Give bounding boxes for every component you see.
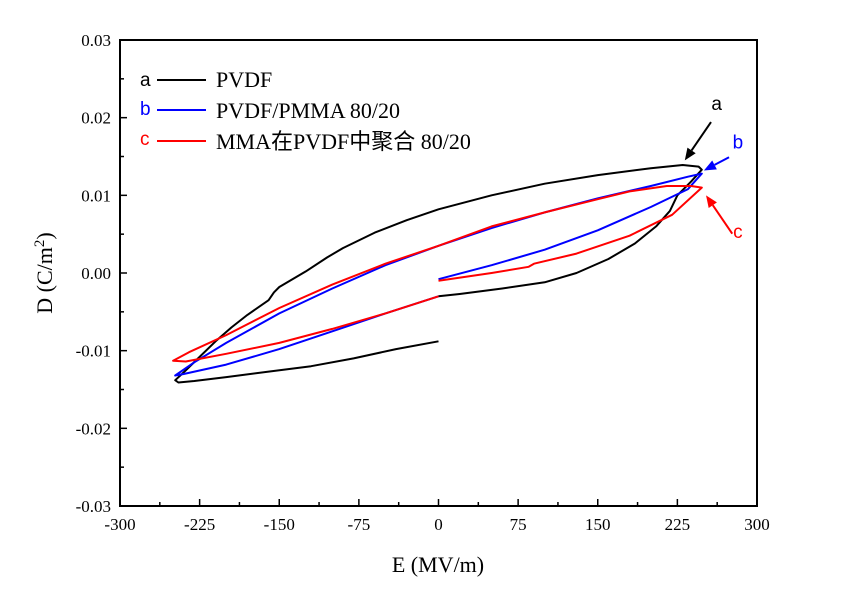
- x-tick-label: 150: [585, 515, 611, 534]
- annotation-arrowhead-b: [703, 160, 717, 171]
- y-tick-label: -0.01: [76, 342, 111, 361]
- annotation-label-b: b: [733, 133, 744, 154]
- annotation-label-c: c: [733, 222, 743, 243]
- x-axis-title: E (MV/m): [392, 552, 484, 577]
- x-tick-label: 0: [434, 515, 443, 534]
- annotation-arrow-b: [714, 156, 730, 166]
- series-line-c: [172, 185, 703, 363]
- legend-entry-c: c MMA在PVDF中聚合 80/20: [140, 129, 471, 154]
- y-axis-title-close: ): [32, 232, 57, 239]
- annotation-label-a: a: [711, 94, 722, 115]
- series-line-a: [174, 164, 703, 384]
- x-tick-label: -150: [264, 515, 295, 534]
- y-tick-label: 0.02: [81, 109, 111, 128]
- y-tick-label: 0.00: [81, 264, 111, 283]
- x-axis-ticks: -300 -225 -150 -75 0 75 150 225 300: [104, 499, 770, 534]
- annotation-arrowhead-a: [684, 147, 696, 161]
- legend-letter-a: a: [140, 70, 151, 91]
- y-tick-label: 0.01: [81, 186, 111, 205]
- legend-label-b: PVDF/PMMA 80/20: [216, 98, 400, 123]
- y-axis-ticks: -0.03 -0.02 -0.01 0.00 0.01 0.02 0.03: [76, 31, 127, 516]
- legend-letter-b: b: [140, 99, 151, 120]
- y-tick-label: 0.03: [81, 31, 111, 50]
- x-tick-label: 300: [744, 515, 770, 534]
- x-tick-label: -225: [184, 515, 215, 534]
- annotation-layer: ab c: [684, 94, 744, 243]
- legend-label-c: MMA在PVDF中聚合 80/20: [216, 129, 471, 154]
- series-layer: [172, 164, 703, 384]
- legend: a PVDF b PVDF/PMMA 80/20 c MMA在PVDF中聚合 8…: [140, 67, 471, 154]
- legend-label-a: PVDF: [216, 67, 272, 92]
- annotation-arrow-c: [711, 204, 734, 235]
- y-tick-label: -0.03: [76, 497, 111, 516]
- y-axis-title-base: D (C/m: [32, 247, 57, 314]
- legend-entry-a: a PVDF: [140, 67, 272, 92]
- x-tick-label: -300: [104, 515, 135, 534]
- y-axis-title-sup: 2: [32, 240, 48, 248]
- y-axis-title: D (C/m2): [32, 232, 57, 313]
- x-tick-label: 75: [510, 515, 527, 534]
- x-tick-label: -75: [348, 515, 371, 534]
- legend-letter-c: c: [140, 129, 150, 150]
- y-tick-label: -0.02: [76, 419, 111, 438]
- annotation-arrow-a: [690, 121, 712, 152]
- annotation-arrowhead-c: [706, 195, 717, 209]
- x-tick-label: 225: [665, 515, 691, 534]
- series-line-b: [174, 172, 703, 377]
- legend-entry-b: b PVDF/PMMA 80/20: [140, 98, 400, 123]
